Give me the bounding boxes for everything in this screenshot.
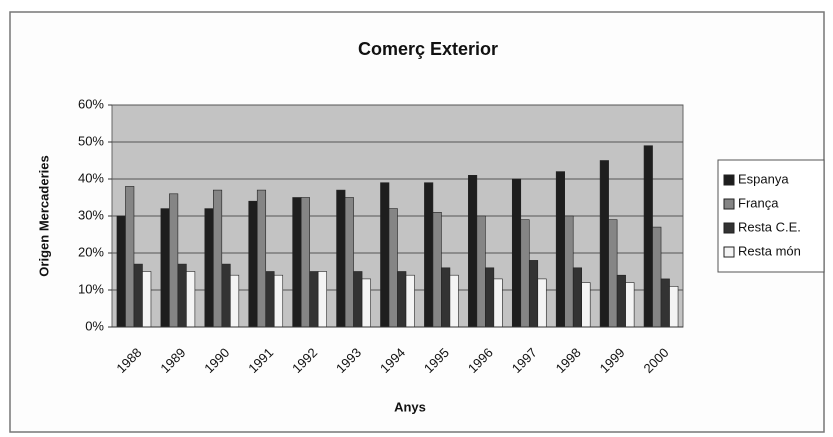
bar — [424, 182, 434, 328]
bar — [221, 263, 231, 328]
bar — [564, 215, 574, 328]
y-tick-label: 10% — [78, 281, 104, 296]
bar — [520, 219, 530, 328]
bar — [608, 219, 618, 328]
bar — [528, 260, 539, 328]
bar — [669, 285, 679, 328]
legend-label: Espanya — [738, 171, 789, 186]
legend-swatch — [723, 174, 735, 186]
bar — [511, 178, 522, 328]
bar — [309, 271, 319, 328]
bar — [300, 197, 310, 328]
bar — [537, 278, 547, 328]
bar — [273, 274, 284, 328]
y-tick-label: 60% — [78, 96, 104, 111]
bar — [177, 263, 187, 328]
bar — [169, 193, 179, 328]
bar — [397, 271, 407, 328]
bar — [581, 282, 591, 328]
y-tick-label: 30% — [78, 207, 104, 222]
bar — [116, 215, 126, 328]
y-tick-label: 40% — [78, 170, 104, 185]
x-axis-label: Anys — [394, 399, 426, 414]
legend-box — [717, 159, 825, 273]
bar — [616, 274, 626, 328]
bar — [485, 267, 495, 328]
bar — [476, 215, 486, 328]
bar — [388, 208, 398, 328]
bar — [432, 212, 442, 328]
y-tick-label: 0% — [85, 318, 104, 333]
bar — [265, 271, 275, 328]
y-axis-label: Origen Mercaderies — [36, 155, 51, 276]
bar — [344, 197, 354, 328]
bar — [317, 271, 327, 328]
bar — [652, 226, 662, 328]
bar — [230, 274, 240, 328]
bar — [441, 267, 451, 328]
bar — [449, 274, 459, 328]
bar — [292, 197, 302, 328]
bar — [160, 208, 170, 328]
legend-swatch — [723, 198, 735, 210]
bar — [186, 271, 196, 328]
bar — [643, 145, 653, 328]
bar — [133, 263, 143, 328]
bar — [555, 171, 565, 328]
bar — [142, 271, 152, 328]
bar — [572, 267, 582, 328]
bar — [336, 189, 346, 328]
bar — [204, 208, 214, 328]
y-tick-label: 20% — [78, 244, 104, 259]
bar — [599, 160, 609, 328]
bar — [248, 200, 258, 328]
bar — [125, 186, 135, 328]
legend-label: Resta C.E. — [738, 219, 801, 234]
chart-title: Comerç Exterior — [358, 39, 498, 59]
bar — [468, 175, 478, 328]
legend-label: Resta món — [738, 243, 801, 258]
bar — [660, 278, 670, 328]
bar — [361, 278, 371, 328]
bar — [256, 189, 267, 328]
legend-label: França — [738, 195, 779, 210]
y-tick-label: 50% — [78, 133, 104, 148]
bar — [380, 182, 390, 328]
bar — [213, 189, 223, 328]
bar — [493, 278, 503, 328]
bar — [353, 271, 363, 328]
bar — [405, 274, 415, 328]
legend-swatch — [723, 222, 735, 234]
legend-swatch — [723, 246, 735, 258]
bar — [625, 282, 635, 328]
